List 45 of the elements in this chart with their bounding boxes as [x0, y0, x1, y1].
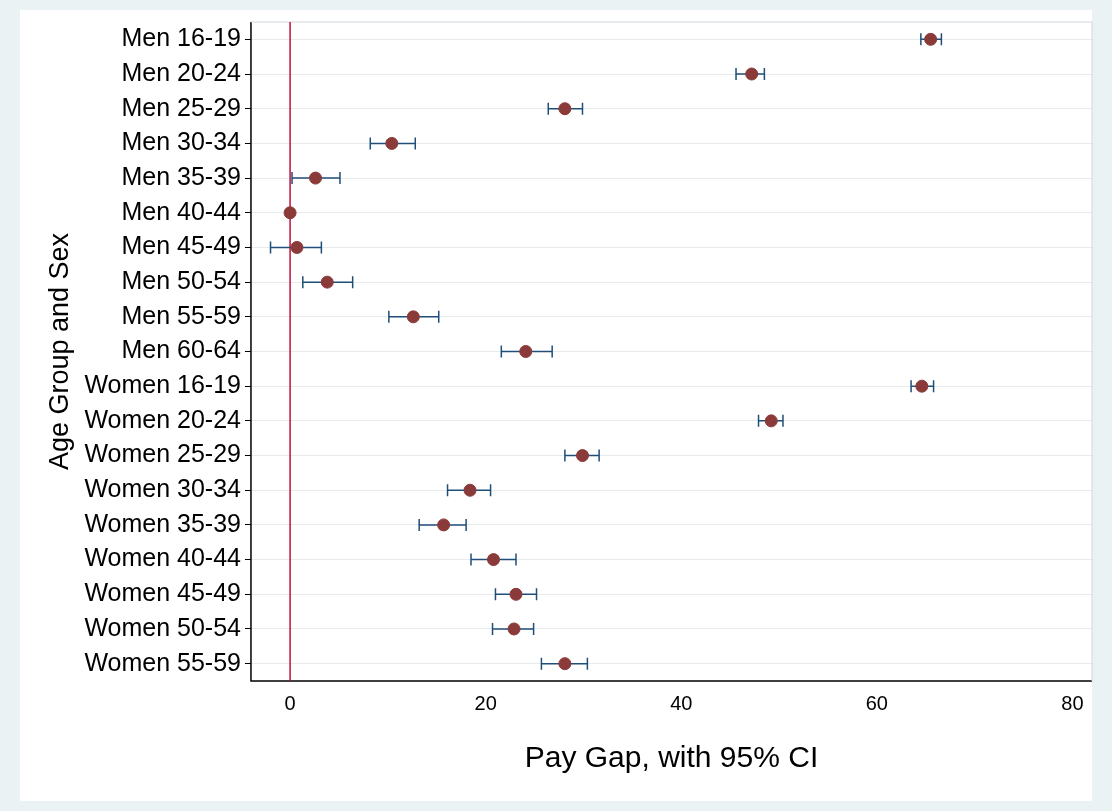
point [309, 171, 323, 185]
y-tick-label: Women 20-24 [84, 404, 242, 433]
point [509, 587, 523, 601]
point [519, 345, 533, 358]
point [320, 275, 334, 289]
y-tick-label: Men 35-39 [121, 161, 241, 190]
y-tick-label: Women 30-34 [84, 474, 242, 503]
point [924, 32, 938, 46]
y-tick-label: Men 50-54 [121, 266, 242, 295]
point [764, 414, 778, 428]
x-tick-label: 60 [865, 691, 888, 714]
point [283, 206, 297, 220]
x-axis-title: Pay Gap, with 95% CI [524, 740, 819, 774]
point [558, 102, 572, 116]
point [507, 622, 521, 636]
y-tick-label: Women 35-39 [84, 508, 241, 537]
point [745, 67, 759, 81]
y-tick-label: Men 60-64 [121, 335, 242, 364]
point [290, 240, 304, 254]
y-tick-label: Men 20-24 [121, 57, 242, 86]
point [575, 449, 589, 463]
y-tick-label: Women 50-54 [84, 612, 242, 641]
point [915, 379, 929, 393]
y-tick-label: Women 45-49 [84, 578, 241, 607]
y-tick-label: Women 55-59 [84, 647, 241, 676]
y-tick-label: Women 40-44 [84, 543, 242, 572]
point [437, 518, 451, 532]
point [385, 136, 399, 150]
x-tick-label: 0 [284, 691, 296, 714]
y-tick-label: Men 55-59 [121, 300, 241, 329]
x-tick-label: 20 [474, 691, 497, 714]
y-tick-label: Men 16-19 [121, 23, 241, 52]
y-axis-title: Age Group and Sex [43, 232, 74, 471]
x-tick-label: 80 [1061, 691, 1084, 714]
y-tick-label: Women 16-19 [84, 370, 241, 399]
point [463, 483, 477, 497]
y-tick-label: Men 30-34 [121, 127, 242, 156]
y-tick-label: Women 25-29 [84, 439, 241, 468]
point [406, 310, 420, 324]
x-tick-label: 40 [670, 691, 693, 714]
y-tick-label: Men 25-29 [121, 92, 241, 121]
y-tick-label: Men 45-49 [121, 231, 241, 260]
y-tick-label: Men 40-44 [121, 196, 242, 225]
point [558, 657, 572, 671]
point [487, 553, 500, 567]
